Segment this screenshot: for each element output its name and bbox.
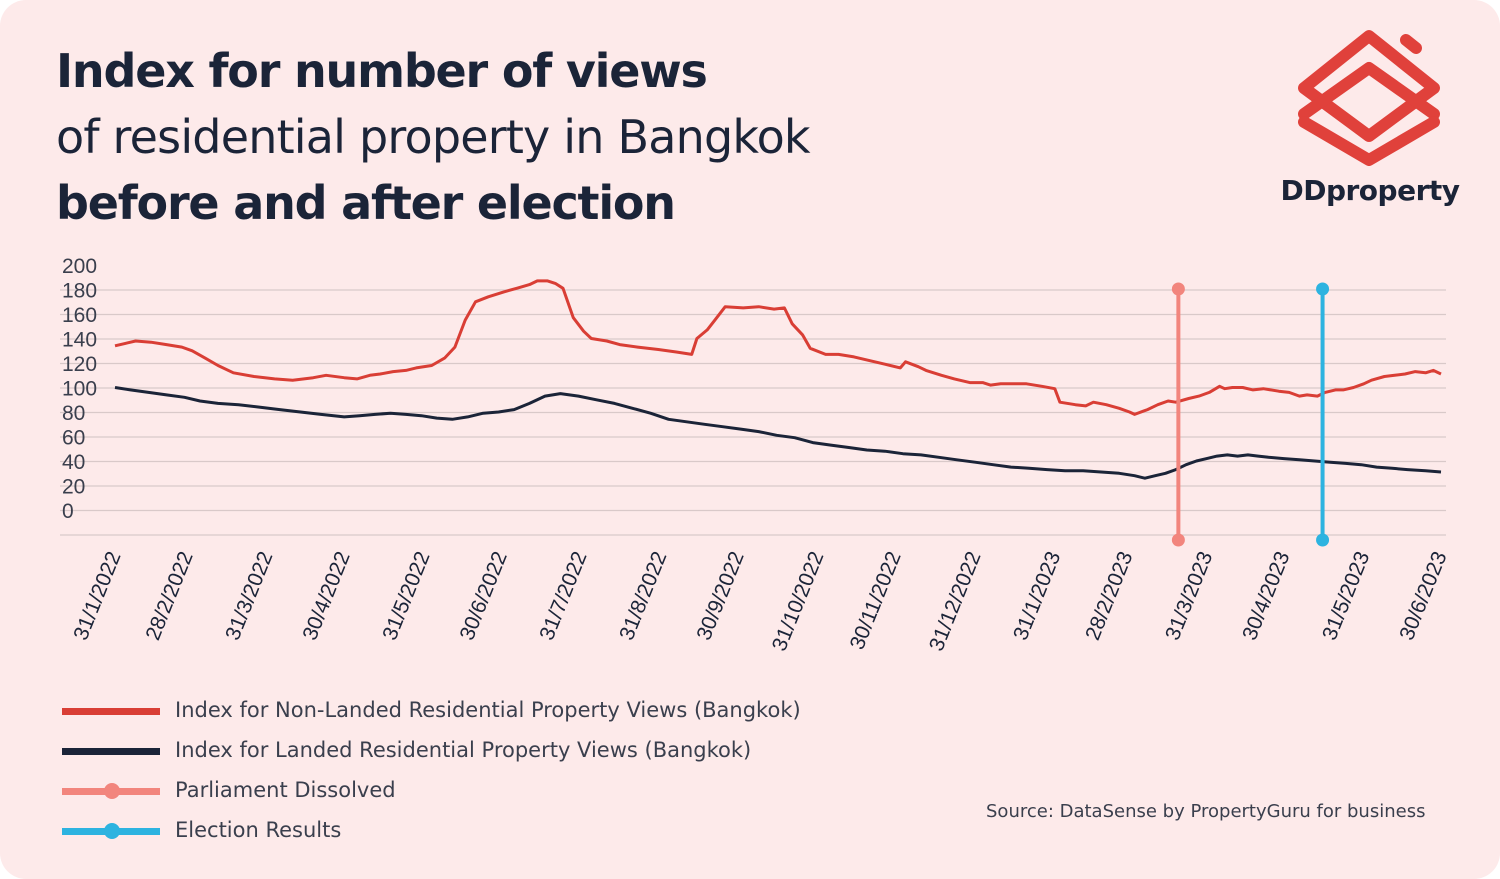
logo-chevron-bottom	[1298, 116, 1440, 166]
source-note: Source: DataSense by PropertyGuru for bu…	[986, 801, 1426, 822]
legend-marker-dot	[104, 823, 120, 839]
series-layer	[114, 279, 1442, 480]
logo-chevron-middle	[1298, 62, 1440, 120]
y-tick-label: 40	[62, 451, 85, 474]
y-tick-label: 160	[62, 304, 97, 327]
x-tick-label: 31/10/2022	[768, 548, 829, 654]
y-tick-label: 140	[62, 329, 97, 352]
parliament-dissolved-marker-dot-bottom	[1171, 533, 1185, 547]
x-tick-label: 31/5/2023	[1318, 548, 1374, 643]
y-tick-label: 180	[62, 280, 97, 303]
y-tick-label: 200	[62, 255, 97, 278]
x-axis-tick-labels: 31/1/2022 28/2/2022 31/3/2022 30/4/2022 31/5…	[69, 548, 1451, 654]
series-line-non-landed	[114, 279, 1442, 416]
y-tick-label: 0	[62, 500, 74, 523]
x-tick-label: 30/11/2022	[846, 548, 906, 653]
x-tick-label: 31/3/2023	[1161, 548, 1217, 643]
legend-swatch	[62, 748, 160, 755]
x-tick-label: 31/7/2022	[535, 548, 591, 643]
legend-item-landed: Index for Landed Residential Property Vi…	[62, 735, 862, 765]
x-tick-label: 31/12/2022	[925, 548, 986, 654]
x-tick-label: 30/9/2022	[692, 548, 748, 643]
page-title-line-1: Index for number of views	[56, 44, 708, 98]
x-tick-label: 30/6/2023	[1395, 548, 1451, 643]
parliament-dissolved-marker-dot-top	[1171, 282, 1185, 296]
x-tick-label: 31/1/2023	[1009, 548, 1065, 643]
legend-item-parliament-dissolved: Parliament Dissolved	[62, 775, 862, 805]
y-gridlines	[60, 289, 1446, 536]
logo-chimney	[1400, 34, 1422, 54]
page-title-line-3: before and after election	[56, 176, 676, 230]
legend-label: Index for Landed Residential Property Vi…	[175, 738, 752, 762]
x-tick-label: 31/1/2022	[69, 548, 125, 643]
x-tick-label: 30/4/2022	[298, 548, 354, 643]
legend-marker-dot	[104, 783, 120, 799]
series-line-landed	[114, 386, 1442, 480]
x-tick-label: 28/2/2022	[141, 548, 197, 643]
legend-label: Index for Non-Landed Residential Propert…	[175, 698, 801, 722]
y-tick-label: 80	[62, 402, 85, 425]
logo-diamond-top	[1298, 30, 1440, 142]
election-results-marker-dot-bottom	[1316, 533, 1330, 547]
election-results-marker-dot-top	[1316, 282, 1330, 296]
x-tick-label: 31/3/2022	[221, 548, 277, 643]
page-title-line-2: of residential property in Bangkok	[56, 110, 811, 164]
x-tick-label: 31/8/2022	[615, 548, 671, 643]
y-tick-label: 20	[62, 476, 85, 499]
y-tick-label: 120	[62, 353, 97, 376]
legend-label: Election Results	[175, 818, 342, 842]
x-tick-label: 30/6/2022	[456, 548, 512, 643]
y-tick-label: 100	[62, 378, 97, 401]
legend-item-non-landed: Index for Non-Landed Residential Propert…	[62, 695, 862, 725]
x-tick-label: 31/5/2022	[378, 548, 434, 643]
house-stack-icon	[1298, 30, 1440, 166]
y-tick-label: 60	[62, 427, 85, 450]
legend-label: Parliament Dissolved	[175, 778, 396, 802]
x-tick-label: 30/4/2023	[1238, 548, 1294, 643]
logo-wordmark: DDproperty	[1280, 174, 1460, 207]
event-markers	[1171, 282, 1330, 547]
ddproperty-logo: DDproperty	[1270, 28, 1470, 218]
legend-swatch	[62, 708, 160, 715]
legend-item-election-results: Election Results	[62, 815, 862, 845]
x-tick-label: 28/2/2023	[1081, 548, 1137, 643]
